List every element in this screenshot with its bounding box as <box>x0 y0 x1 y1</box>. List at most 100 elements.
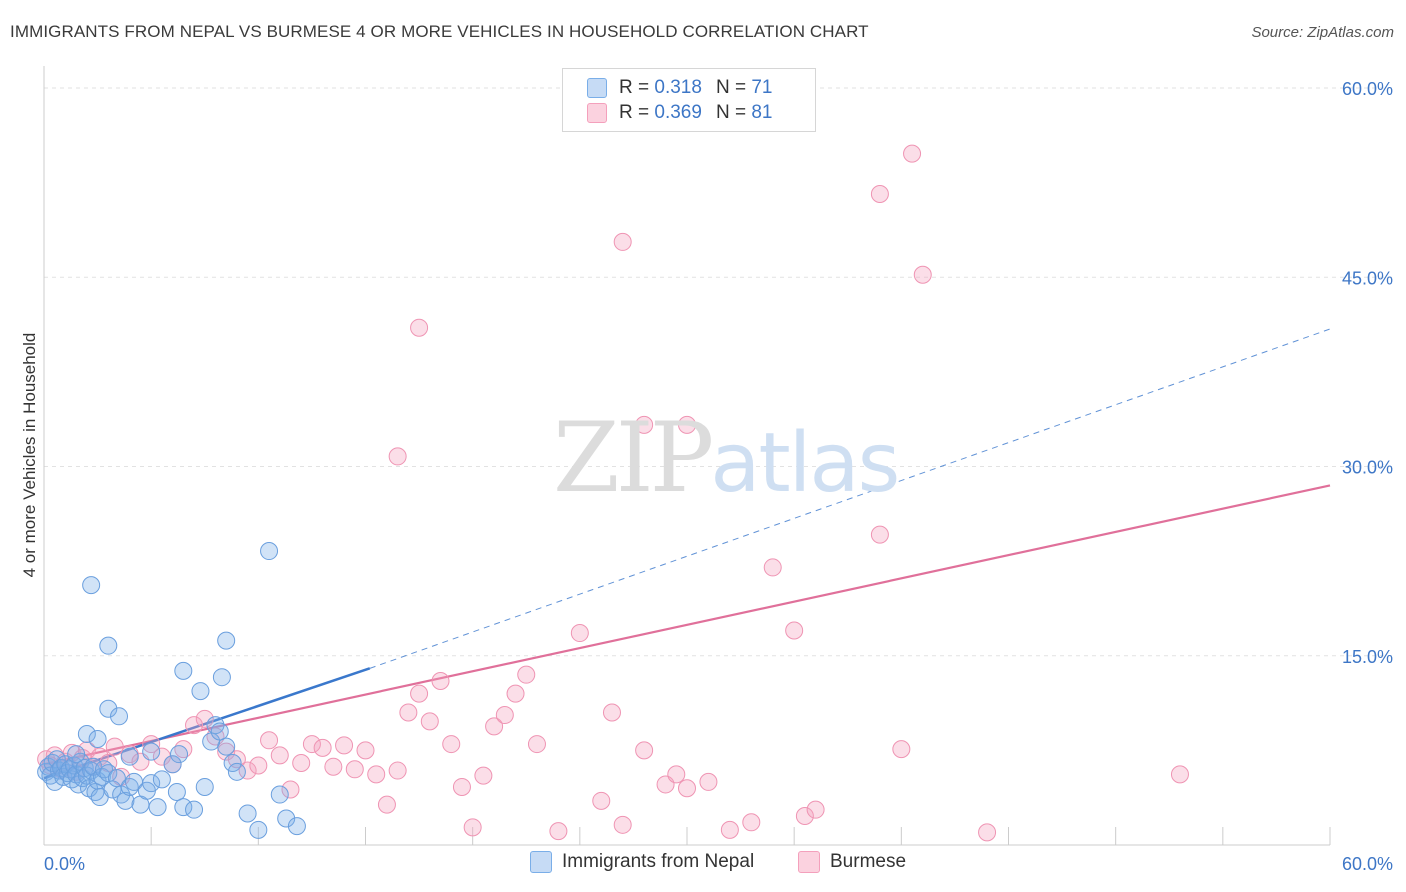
nepal-point <box>174 661 193 680</box>
burmese-point <box>356 741 375 760</box>
burmese-point <box>635 741 654 760</box>
burmese-point <box>870 525 889 544</box>
points <box>37 144 1189 842</box>
burmese-point <box>335 736 354 755</box>
burmese-point <box>463 818 482 837</box>
burmese-point <box>474 766 493 785</box>
nepal-point <box>223 753 242 772</box>
source-label: Source: ZipAtlas.com <box>1251 24 1394 41</box>
burmese-point <box>678 779 696 798</box>
burmese-point <box>345 760 364 779</box>
burmese-trend-line <box>43 484 1331 766</box>
nepal-trend-extension <box>369 328 1331 669</box>
bottom-legend-nepal: Immigrants from Nepal <box>530 851 754 873</box>
y-axis-title: 4 or more Vehicles in Household <box>20 332 39 578</box>
burmese-point <box>1170 765 1189 784</box>
legend-r-label: R = <box>619 77 650 98</box>
burmese-point <box>324 757 343 776</box>
burmese-point <box>388 447 407 466</box>
burmese-point <box>913 265 932 284</box>
burmese-point <box>602 703 621 722</box>
nepal-point <box>212 668 231 687</box>
burmese-point <box>720 820 739 839</box>
x-tick-label-max: 60.0% <box>1342 854 1393 874</box>
nepal-point <box>67 745 86 764</box>
nepal-point <box>142 742 161 761</box>
y-tick-label: 30.0% <box>1342 458 1393 478</box>
nepal-point <box>148 798 167 817</box>
burmese-point <box>527 735 546 754</box>
burmese-point <box>678 415 696 434</box>
bottom-legend-label-burmese: Burmese <box>830 851 907 872</box>
nepal-point <box>99 699 118 718</box>
trend-lines <box>43 328 1331 780</box>
nepal-point <box>152 770 171 789</box>
burmese-point <box>806 800 825 819</box>
nepal-point <box>217 737 236 756</box>
watermark-zip: ZIP <box>553 402 714 514</box>
y-tick-label: 45.0% <box>1342 268 1393 288</box>
bottom-legend-label-nepal: Immigrants from Nepal <box>562 851 755 872</box>
nepal-point <box>167 783 186 802</box>
burmese-point <box>903 144 922 163</box>
nepal-point <box>103 780 122 799</box>
nepal-point <box>116 791 135 810</box>
burmese-point <box>795 806 814 825</box>
nepal-point <box>227 762 246 781</box>
nepal-point <box>88 730 107 749</box>
grid <box>44 87 1395 657</box>
burmese-point <box>485 717 504 736</box>
watermark: ZIPatlas <box>553 402 900 514</box>
legend-row-burmese: R = 0.369 N = 81 <box>587 101 772 125</box>
legend-swatch-burmese <box>587 103 607 123</box>
nepal-point <box>195 777 214 796</box>
burmese-point <box>367 765 386 784</box>
burmese-point <box>699 772 718 791</box>
legend-n-value-nepal: 71 <box>751 77 773 98</box>
nepal-point <box>260 542 279 561</box>
burmese-point <box>217 742 236 761</box>
burmese-point <box>195 709 214 728</box>
bottom-legend-swatch-nepal <box>530 851 552 873</box>
burmese-point <box>292 753 311 772</box>
burmese-point <box>495 706 514 725</box>
burmese-point <box>549 822 568 841</box>
burmese-point <box>613 815 632 834</box>
legend-n-label: N = <box>715 77 747 98</box>
burmese-point <box>763 558 782 577</box>
burmese-point <box>667 765 686 784</box>
nepal-point <box>174 798 193 817</box>
burmese-point <box>870 184 889 203</box>
nepal-point <box>47 750 66 769</box>
bottom-legend-swatch-burmese <box>798 851 820 873</box>
nepal-point <box>277 809 296 828</box>
nepal-point <box>163 755 182 774</box>
burmese-point <box>185 716 204 735</box>
y-tick-label: 60.0% <box>1342 79 1393 99</box>
burmese-point <box>388 761 407 780</box>
burmese-point <box>377 795 396 814</box>
stats-legend: R = 0.318 N = 71 R = 0.369 N = 81 <box>562 68 816 132</box>
nepal-point <box>110 707 129 726</box>
legend-r-label: R = <box>619 102 650 123</box>
nepal-point <box>185 800 204 819</box>
y-tick-label: 15.0% <box>1342 647 1393 667</box>
nepal-point <box>142 774 161 793</box>
legend-r-value-nepal: 0.318 <box>654 77 702 98</box>
nepal-point <box>210 722 229 741</box>
watermark-atlas: atlas <box>710 416 900 511</box>
burmese-point <box>302 735 321 754</box>
burmese-point <box>431 671 450 690</box>
burmese-point <box>270 746 289 765</box>
burmese-point <box>892 740 911 759</box>
burmese-point <box>517 665 536 684</box>
nepal-point <box>120 747 139 766</box>
bottom-legend-burmese: Burmese <box>798 851 906 873</box>
legend-row-nepal: R = 0.318 N = 71 <box>587 76 772 100</box>
burmese-point <box>978 823 997 842</box>
nepal-point <box>77 724 96 743</box>
legend-r-value-burmese: 0.369 <box>654 102 702 123</box>
burmese-point <box>613 232 632 251</box>
burmese-point <box>281 780 300 799</box>
